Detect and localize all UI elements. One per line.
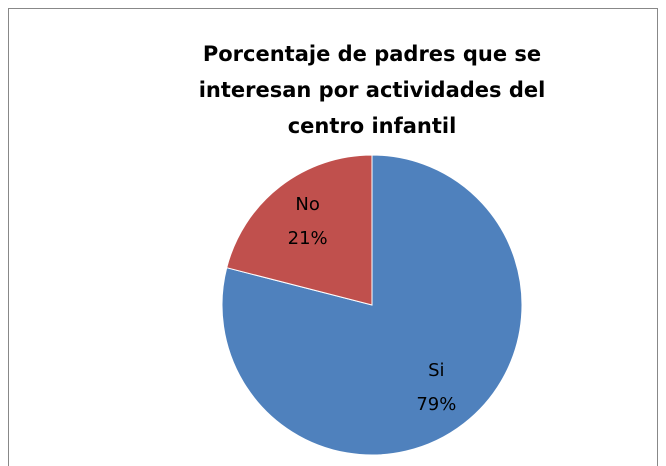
slice-value-label: 21%: [288, 228, 328, 249]
slice-category-label: Si: [428, 360, 444, 381]
slice-category-label: No: [295, 194, 319, 215]
pie-slice: [226, 154, 373, 306]
chart-title: Porcentaje de padres que se interesan po…: [198, 42, 546, 138]
slice-value-label: 79%: [416, 394, 456, 415]
